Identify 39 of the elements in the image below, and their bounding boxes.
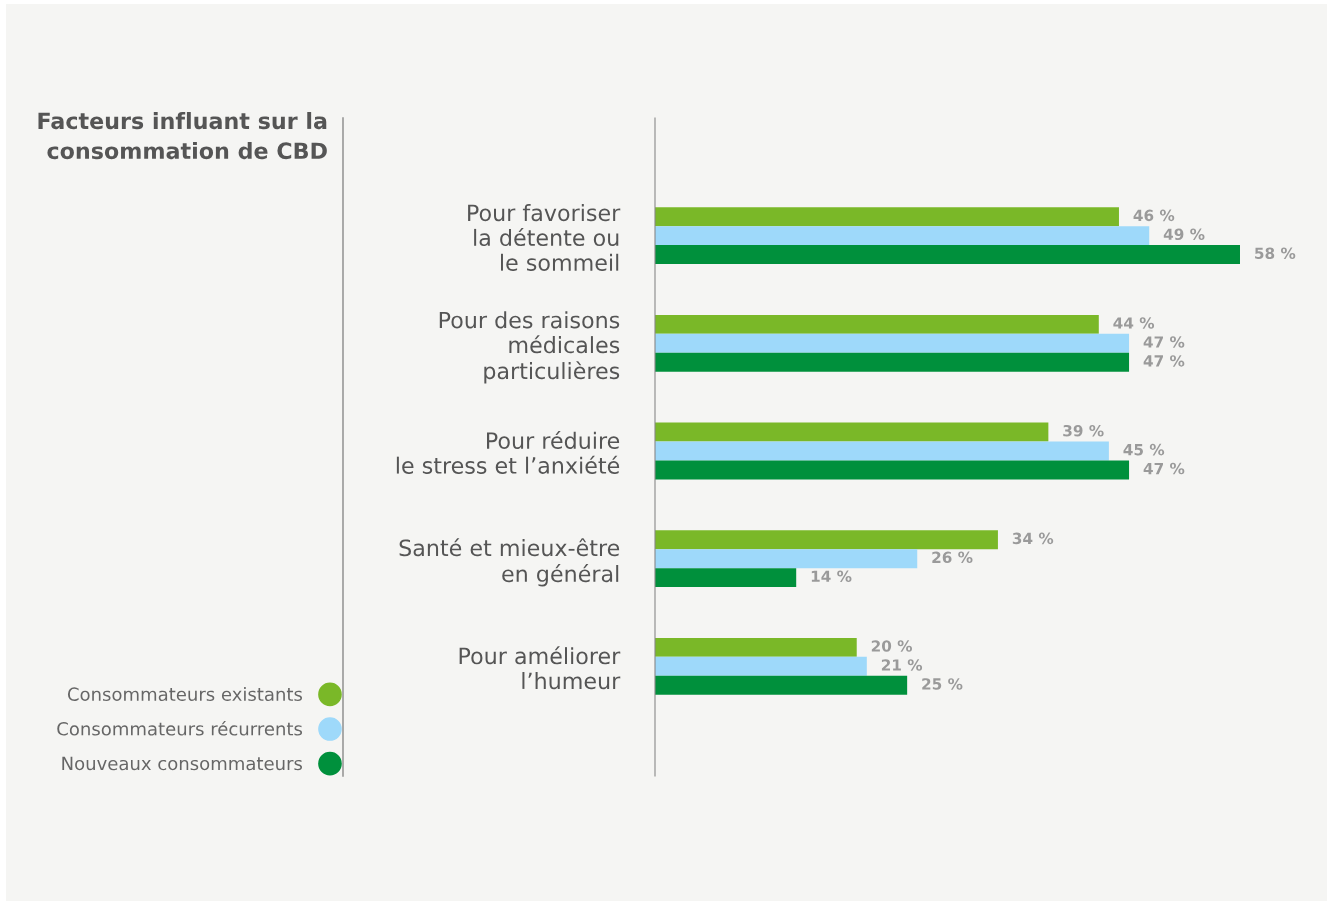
bar [655, 333, 1130, 353]
data-label: 14 % [811, 570, 852, 583]
bar [655, 207, 1119, 227]
bar [655, 245, 1240, 265]
y-tick-label: Pour réduire le stress et l’anxiété [396, 430, 620, 474]
y-tick-label: Pour améliorer l’humeur [459, 646, 621, 690]
y-tick-label: Pour favoriser la détente ou le sommeil [468, 204, 621, 271]
data-label: 47 % [1143, 336, 1185, 348]
data-label: 46 % [1133, 209, 1175, 222]
bar [655, 422, 1049, 442]
bar [655, 314, 1099, 334]
bar [655, 637, 857, 657]
data-label: 26 % [932, 551, 973, 564]
data-label: 39 % [1063, 424, 1104, 437]
bar [655, 530, 998, 550]
bar [655, 656, 867, 676]
y-tick-label: Pour des raisons médicales particulières [439, 311, 620, 384]
y-tick-label: Santé et mieux-être en général [399, 538, 620, 587]
bar [655, 675, 908, 695]
data-label: 47 % [1143, 355, 1185, 367]
bar [655, 441, 1109, 461]
bar [655, 568, 797, 588]
legend-label: Nouveaux consommateurs [62, 756, 303, 771]
bar [655, 549, 918, 569]
bar [655, 352, 1130, 372]
data-label: 58 % [1255, 247, 1296, 260]
data-label: 45 % [1123, 443, 1165, 456]
data-label: 25 % [922, 678, 963, 690]
data-label: 20 % [871, 640, 913, 652]
legend-label: Consommateurs récurrents [57, 720, 303, 736]
data-label: 47 % [1143, 462, 1185, 475]
legend-label: Consommateurs existants [67, 687, 303, 701]
bar [655, 226, 1150, 246]
data-label: 21 % [881, 659, 923, 671]
data-label: 49 % [1163, 228, 1205, 241]
text: Facteurs influant sur la consommation de CBD [38, 112, 327, 160]
data-label: 44 % [1113, 317, 1155, 329]
bar [655, 460, 1130, 480]
data-label: 34 % [1012, 532, 1054, 545]
